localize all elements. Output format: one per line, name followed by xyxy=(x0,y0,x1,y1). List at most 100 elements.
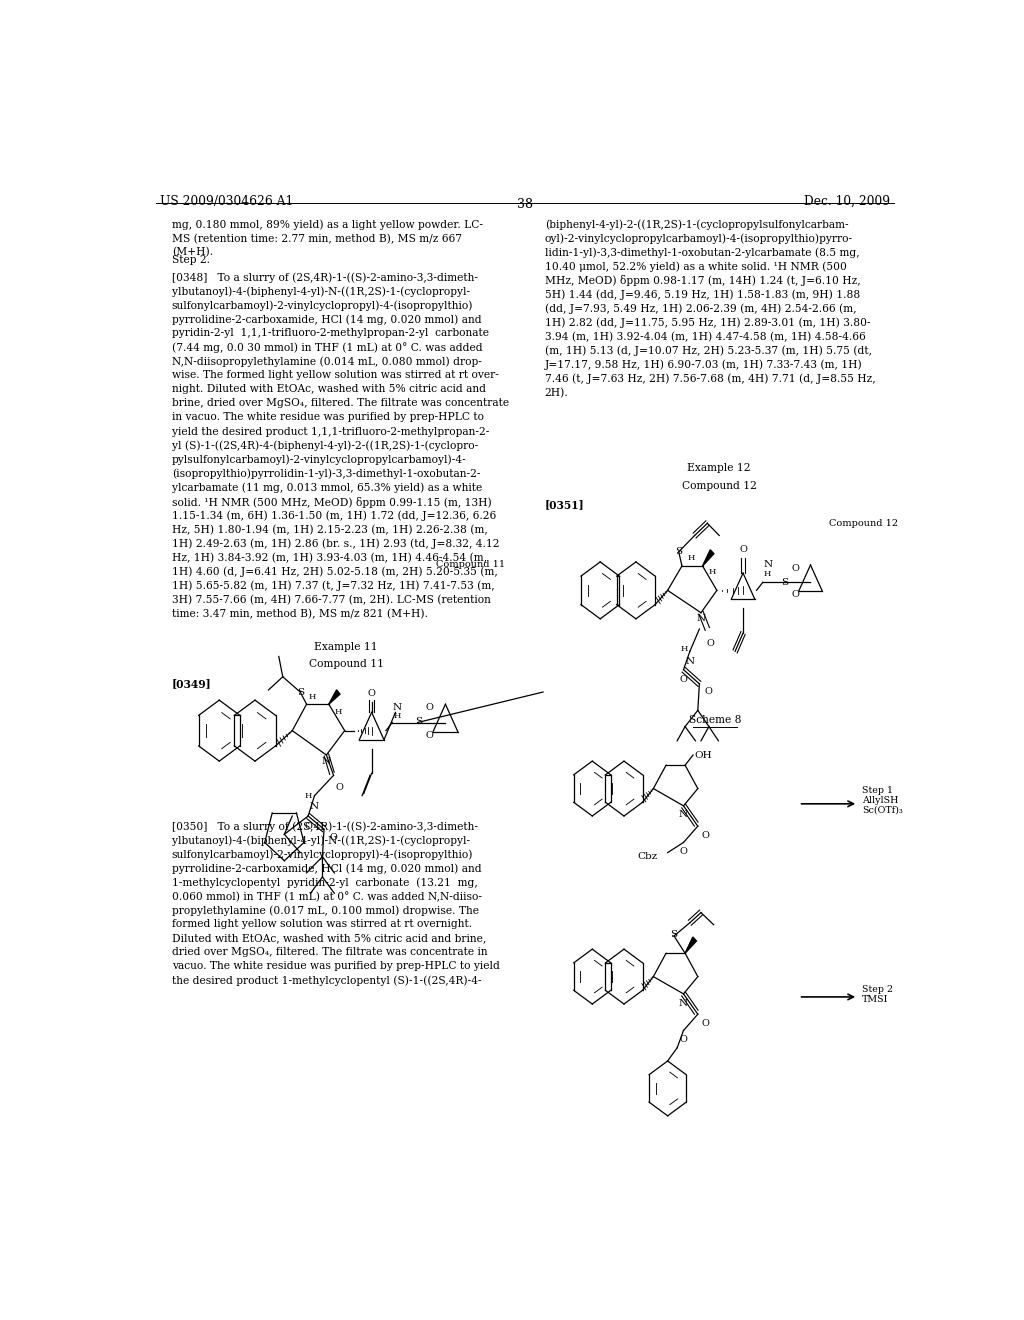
Text: H: H xyxy=(681,645,688,653)
Text: Step 2.: Step 2. xyxy=(172,255,210,265)
Text: time: 3.47 min, method B), MS m/z 821 (M+H).: time: 3.47 min, method B), MS m/z 821 (M… xyxy=(172,609,428,619)
Text: MS (retention time: 2.77 min, method B), MS m/z 667: MS (retention time: 2.77 min, method B),… xyxy=(172,234,462,244)
Text: (biphenyl-4-yl)-2-((1R,2S)-1-(cyclopropylsulfonylcarbam-: (biphenyl-4-yl)-2-((1R,2S)-1-(cyclopropy… xyxy=(545,219,848,230)
Text: Scheme 8: Scheme 8 xyxy=(689,715,741,726)
Text: pyridin-2-yl  1,1,1-trifluoro-2-methylpropan-2-yl  carbonate: pyridin-2-yl 1,1,1-trifluoro-2-methylpro… xyxy=(172,329,488,338)
Text: H: H xyxy=(709,568,716,576)
Text: Dec. 10, 2009: Dec. 10, 2009 xyxy=(804,195,890,209)
Text: O: O xyxy=(426,731,433,741)
Text: H: H xyxy=(393,713,400,721)
Text: 1H) 4.60 (d, J=6.41 Hz, 2H) 5.02-5.18 (m, 2H) 5.20-5.35 (m,: 1H) 4.60 (d, J=6.41 Hz, 2H) 5.02-5.18 (m… xyxy=(172,566,498,577)
Text: AllylSH: AllylSH xyxy=(862,796,898,805)
Text: N: N xyxy=(679,810,688,820)
Text: formed light yellow solution was stirred at rt overnight.: formed light yellow solution was stirred… xyxy=(172,919,472,929)
Text: S: S xyxy=(415,717,422,726)
Text: night. Diluted with EtOAc, washed with 5% citric acid and: night. Diluted with EtOAc, washed with 5… xyxy=(172,384,485,395)
Text: N: N xyxy=(310,801,319,810)
Text: O: O xyxy=(304,822,312,832)
Text: O: O xyxy=(680,1035,687,1044)
Text: H: H xyxy=(308,693,315,701)
Text: yl (S)-1-((2S,4R)-4-(biphenyl-4-yl)-2-((1R,2S)-1-(cyclopro-: yl (S)-1-((2S,4R)-4-(biphenyl-4-yl)-2-((… xyxy=(172,441,478,451)
Text: lidin-1-yl)-3,3-dimethyl-1-oxobutan-2-ylcarbamate (8.5 mg,: lidin-1-yl)-3,3-dimethyl-1-oxobutan-2-yl… xyxy=(545,247,859,257)
Text: yield the desired product 1,1,1-trifluoro-2-methylpropan-2-: yield the desired product 1,1,1-trifluor… xyxy=(172,426,489,437)
Text: [0350]   To a slurry of (2S,4R)-1-((S)-2-amino-3,3-dimeth-: [0350] To a slurry of (2S,4R)-1-((S)-2-a… xyxy=(172,821,477,832)
Text: [0348]   To a slurry of (2S,4R)-1-((S)-2-amino-3,3-dimeth-: [0348] To a slurry of (2S,4R)-1-((S)-2-a… xyxy=(172,272,477,282)
Text: Diluted with EtOAc, washed with 5% citric acid and brine,: Diluted with EtOAc, washed with 5% citri… xyxy=(172,933,486,944)
Text: (M+H).: (M+H). xyxy=(172,247,213,257)
Text: (isopropylthio)pyrrolidin-1-yl)-3,3-dimethyl-1-oxobutan-2-: (isopropylthio)pyrrolidin-1-yl)-3,3-dime… xyxy=(172,469,480,479)
Text: O: O xyxy=(792,564,800,573)
Text: O: O xyxy=(701,1019,710,1028)
Text: ylbutanoyl)-4-(biphenyl-4-yl)-N-((1R,2S)-1-(cyclopropyl-: ylbutanoyl)-4-(biphenyl-4-yl)-N-((1R,2S)… xyxy=(172,286,470,297)
Text: N: N xyxy=(763,561,772,569)
Text: Hz, 5H) 1.80-1.94 (m, 1H) 2.15-2.23 (m, 1H) 2.26-2.38 (m,: Hz, 5H) 1.80-1.94 (m, 1H) 2.15-2.23 (m, … xyxy=(172,525,487,535)
Text: (m, 1H) 5.13 (d, J=10.07 Hz, 2H) 5.23-5.37 (m, 1H) 5.75 (dt,: (m, 1H) 5.13 (d, J=10.07 Hz, 2H) 5.23-5.… xyxy=(545,346,871,356)
Text: (7.44 mg, 0.0 30 mmol) in THF (1 mL) at 0° C. was added: (7.44 mg, 0.0 30 mmol) in THF (1 mL) at … xyxy=(172,342,482,354)
Text: O: O xyxy=(739,545,746,554)
Text: MHz, MeOD) δppm 0.98-1.17 (m, 14H) 1.24 (t, J=6.10 Hz,: MHz, MeOD) δppm 0.98-1.17 (m, 14H) 1.24 … xyxy=(545,276,860,286)
Text: O: O xyxy=(701,832,710,841)
Text: N: N xyxy=(679,998,688,1007)
Polygon shape xyxy=(329,690,340,704)
Text: J=17.17, 9.58 Hz, 1H) 6.90-7.03 (m, 1H) 7.33-7.43 (m, 1H): J=17.17, 9.58 Hz, 1H) 6.90-7.03 (m, 1H) … xyxy=(545,359,862,370)
Text: 1H) 2.49-2.63 (m, 1H) 2.86 (br. s., 1H) 2.93 (td, J=8.32, 4.12: 1H) 2.49-2.63 (m, 1H) 2.86 (br. s., 1H) … xyxy=(172,539,499,549)
Text: Compound 11: Compound 11 xyxy=(309,660,384,669)
Text: 1H) 5.65-5.82 (m, 1H) 7.37 (t, J=7.32 Hz, 1H) 7.41-7.53 (m,: 1H) 5.65-5.82 (m, 1H) 7.37 (t, J=7.32 Hz… xyxy=(172,581,495,591)
Text: 3H) 7.55-7.66 (m, 4H) 7.66-7.77 (m, 2H). LC-MS (retention: 3H) 7.55-7.66 (m, 4H) 7.66-7.77 (m, 2H).… xyxy=(172,595,490,605)
Text: 1H) 2.82 (dd, J=11.75, 5.95 Hz, 1H) 2.89-3.01 (m, 1H) 3.80-: 1H) 2.82 (dd, J=11.75, 5.95 Hz, 1H) 2.89… xyxy=(545,318,870,329)
Text: mg, 0.180 mmol, 89% yield) as a light yellow powder. LC-: mg, 0.180 mmol, 89% yield) as a light ye… xyxy=(172,219,482,230)
Text: 7.46 (t, J=7.63 Hz, 2H) 7.56-7.68 (m, 4H) 7.71 (d, J=8.55 Hz,: 7.46 (t, J=7.63 Hz, 2H) 7.56-7.68 (m, 4H… xyxy=(545,374,876,384)
Text: O: O xyxy=(792,590,800,599)
Text: O: O xyxy=(680,675,687,684)
Text: Compound 11: Compound 11 xyxy=(436,560,505,569)
Text: sulfonylcarbamoyl)-2-vinylcyclopropyl)-4-(isopropylthio): sulfonylcarbamoyl)-2-vinylcyclopropyl)-4… xyxy=(172,300,473,310)
Text: Example 11: Example 11 xyxy=(314,643,378,652)
Text: the desired product 1-methylcyclopentyl (S)-1-((2S,4R)-4-: the desired product 1-methylcyclopentyl … xyxy=(172,975,481,986)
Text: sulfonylcarbamoyl)-2-vinylcyclopropyl)-4-(isopropylthio): sulfonylcarbamoyl)-2-vinylcyclopropyl)-4… xyxy=(172,849,473,859)
Text: 2H).: 2H). xyxy=(545,388,568,399)
Text: oyl)-2-vinylcyclopropylcarbamoyl)-4-(isopropylthio)pyrro-: oyl)-2-vinylcyclopropylcarbamoyl)-4-(iso… xyxy=(545,234,853,244)
Text: O: O xyxy=(680,846,687,855)
Text: [0351]: [0351] xyxy=(545,499,585,510)
Text: ylbutanoyl)-4-(biphenyl-4-yl)-N-((1R,2S)-1-(cyclopropyl-: ylbutanoyl)-4-(biphenyl-4-yl)-N-((1R,2S)… xyxy=(172,836,470,846)
Text: [0349]: [0349] xyxy=(172,677,211,689)
Text: Hz, 1H) 3.84-3.92 (m, 1H) 3.93-4.03 (m, 1H) 4.46-4.54 (m,: Hz, 1H) 3.84-3.92 (m, 1H) 3.93-4.03 (m, … xyxy=(172,553,486,564)
Text: TMSI: TMSI xyxy=(862,995,889,1005)
Text: O: O xyxy=(426,702,433,711)
Text: 1-methylcyclopentyl  pyridin-2-yl  carbonate  (13.21  mg,: 1-methylcyclopentyl pyridin-2-yl carbona… xyxy=(172,878,477,888)
Text: 38: 38 xyxy=(517,198,532,211)
Text: pyrrolidine-2-carboxamide, HCl (14 mg, 0.020 mmol) and: pyrrolidine-2-carboxamide, HCl (14 mg, 0… xyxy=(172,314,481,325)
Text: O: O xyxy=(705,686,713,696)
Text: S: S xyxy=(675,548,682,556)
Text: Step 2: Step 2 xyxy=(862,985,893,994)
Text: O: O xyxy=(336,784,344,792)
Text: solid. ¹H NMR (500 MHz, MeOD) δppm 0.99-1.15 (m, 13H): solid. ¹H NMR (500 MHz, MeOD) δppm 0.99-… xyxy=(172,496,492,508)
Text: 0.060 mmol) in THF (1 mL) at 0° C. was added N,N-diiso-: 0.060 mmol) in THF (1 mL) at 0° C. was a… xyxy=(172,891,481,902)
Text: S: S xyxy=(781,578,788,586)
Text: O: O xyxy=(330,833,338,842)
Text: Compound 12: Compound 12 xyxy=(828,519,898,528)
Text: Sc(OTf)₃: Sc(OTf)₃ xyxy=(862,805,903,814)
Text: in vacuo. The white residue was purified by prep-HPLC to: in vacuo. The white residue was purified… xyxy=(172,412,483,422)
Text: Step 1: Step 1 xyxy=(862,785,893,795)
Text: N: N xyxy=(685,657,694,667)
Text: S: S xyxy=(297,688,304,697)
Text: brine, dried over MgSO₄, filtered. The filtrate was concentrate: brine, dried over MgSO₄, filtered. The f… xyxy=(172,399,509,408)
Text: S: S xyxy=(671,931,678,940)
Text: N: N xyxy=(322,756,331,766)
Text: ylcarbamate (11 mg, 0.013 mmol, 65.3% yield) as a white: ylcarbamate (11 mg, 0.013 mmol, 65.3% yi… xyxy=(172,483,482,494)
Text: H: H xyxy=(764,570,771,578)
Text: dried over MgSO₄, filtered. The filtrate was concentrate in: dried over MgSO₄, filtered. The filtrate… xyxy=(172,948,487,957)
Text: Cbz: Cbz xyxy=(638,853,658,861)
Text: N,N-diisopropylethylamine (0.014 mL, 0.080 mmol) drop-: N,N-diisopropylethylamine (0.014 mL, 0.0… xyxy=(172,356,481,367)
Text: 3.94 (m, 1H) 3.92-4.04 (m, 1H) 4.47-4.58 (m, 1H) 4.58-4.66: 3.94 (m, 1H) 3.92-4.04 (m, 1H) 4.47-4.58… xyxy=(545,331,865,342)
Text: N: N xyxy=(696,614,706,623)
Text: pylsulfonylcarbamoyl)-2-vinylcyclopropylcarbamoyl)-4-: pylsulfonylcarbamoyl)-2-vinylcyclopropyl… xyxy=(172,454,466,465)
Text: H: H xyxy=(335,709,342,717)
Text: O: O xyxy=(707,639,715,648)
Text: Compound 12: Compound 12 xyxy=(682,480,757,491)
Text: Example 12: Example 12 xyxy=(687,463,751,474)
Text: 5H) 1.44 (dd, J=9.46, 5.19 Hz, 1H) 1.58-1.83 (m, 9H) 1.88: 5H) 1.44 (dd, J=9.46, 5.19 Hz, 1H) 1.58-… xyxy=(545,289,860,300)
Text: 10.40 μmol, 52.2% yield) as a white solid. ¹H NMR (500: 10.40 μmol, 52.2% yield) as a white soli… xyxy=(545,261,847,272)
Text: US 2009/0304626 A1: US 2009/0304626 A1 xyxy=(160,195,293,209)
